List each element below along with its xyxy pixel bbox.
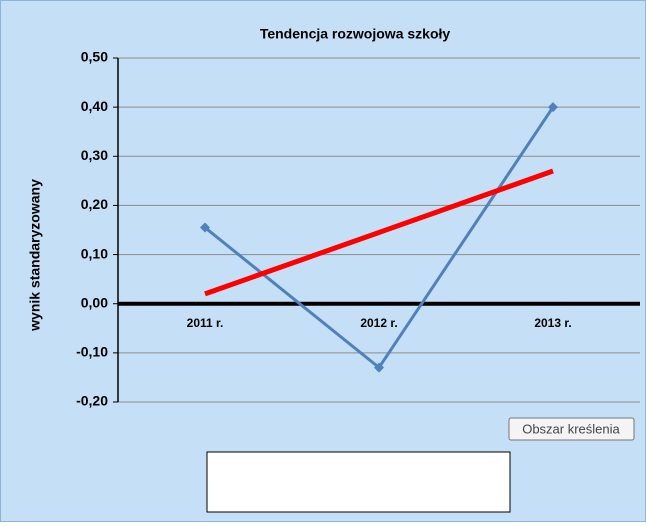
y-tick-label: 0,20 — [81, 196, 108, 212]
chart-title: Tendencja rozwojowa szkoły — [260, 26, 451, 42]
y-tick-label: -0,10 — [76, 344, 108, 360]
tooltip-text: Obszar kreślenia — [522, 421, 620, 436]
y-tick-label: 0,30 — [81, 147, 108, 163]
tooltip: Obszar kreślenia — [509, 418, 634, 440]
x-tick-label: 2013 r. — [534, 316, 571, 330]
y-tick-label: -0,20 — [76, 393, 108, 409]
legend-box — [207, 452, 510, 512]
page: Tendencja rozwojowa szkoły wynik standar… — [0, 0, 646, 527]
y-tick-label: 0,10 — [81, 245, 108, 261]
chart: Tendencja rozwojowa szkoły wynik standar… — [0, 0, 646, 522]
y-tick-label: 0,00 — [81, 294, 108, 310]
x-tick-label: 2011 r. — [187, 316, 224, 330]
y-tick-label: 0,40 — [81, 98, 108, 114]
y-tick-label: 0,50 — [81, 49, 108, 65]
y-axis-label: wynik standaryzowany — [27, 179, 43, 332]
x-tick-label: 2012 r. — [360, 316, 397, 330]
